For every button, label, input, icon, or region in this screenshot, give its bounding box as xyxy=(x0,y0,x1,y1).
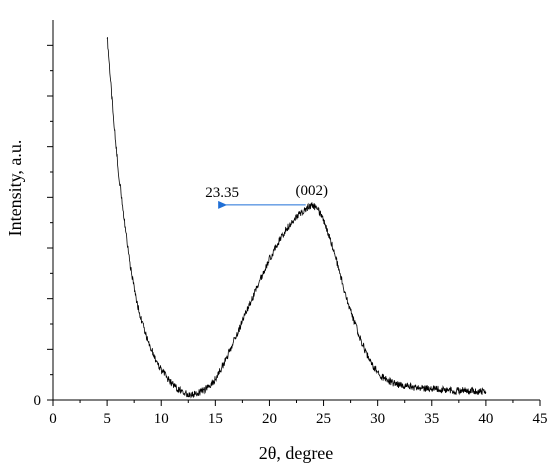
peak-position-label: 23.35 xyxy=(205,185,239,201)
x-tick-label: 25 xyxy=(316,411,331,427)
axes: 0 5 10 15 20 25 30 35 40 45 0 xyxy=(34,20,548,427)
x-tick-label: 20 xyxy=(262,411,277,427)
y-tick-label: 0 xyxy=(34,393,42,409)
x-tick-label: 40 xyxy=(478,411,493,427)
x-tick-label: 30 xyxy=(370,411,385,427)
x-tick-label: 45 xyxy=(533,411,548,427)
x-tick-label: 35 xyxy=(424,411,439,427)
y-axis-title: Intensity, a.u. xyxy=(5,140,25,237)
x-tick-label: 0 xyxy=(49,411,57,427)
peak-index-label: (002) xyxy=(295,183,328,199)
x-tick-label: 15 xyxy=(208,411,223,427)
plot-area xyxy=(106,37,487,399)
x-tick-label: 10 xyxy=(154,411,169,427)
x-tick-label: 5 xyxy=(103,411,111,427)
x-axis-title: 2θ, degree xyxy=(259,443,334,463)
xrd-series-line xyxy=(106,37,487,399)
annotations: 23.35 (002) xyxy=(205,183,328,209)
